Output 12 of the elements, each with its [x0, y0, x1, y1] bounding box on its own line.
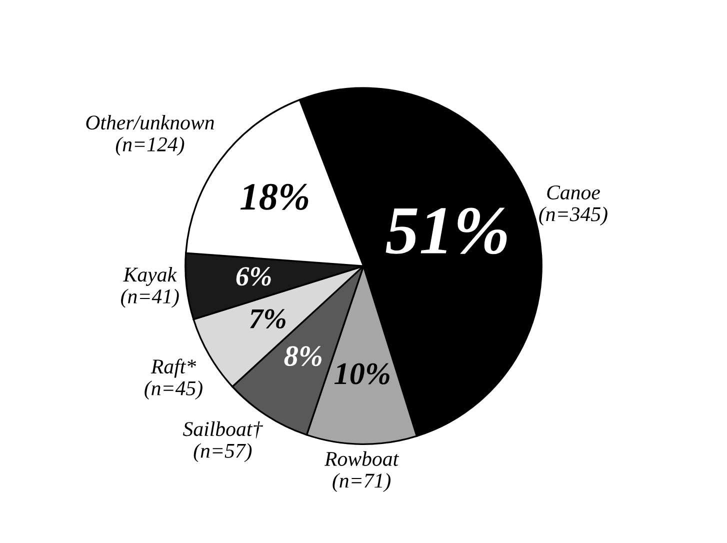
data-label: 10% [334, 363, 390, 384]
slice-label: Rowboat (n=71) [324, 451, 400, 492]
data-label: 6% [236, 267, 271, 286]
slice-label: Raft* (n=45) [144, 358, 202, 400]
slice-label: Other/unknown (n=124) [86, 114, 214, 156]
data-label: 18% [240, 184, 308, 210]
slice-label: Canoe (n=345) [539, 185, 608, 226]
slice-label: Kayak (n=41) [121, 266, 179, 308]
data-label: 7% [250, 309, 286, 329]
data-label: 8% [284, 346, 322, 366]
data-label: 51% [386, 208, 507, 254]
slice-label: Sailboat† (n=57) [183, 421, 263, 462]
